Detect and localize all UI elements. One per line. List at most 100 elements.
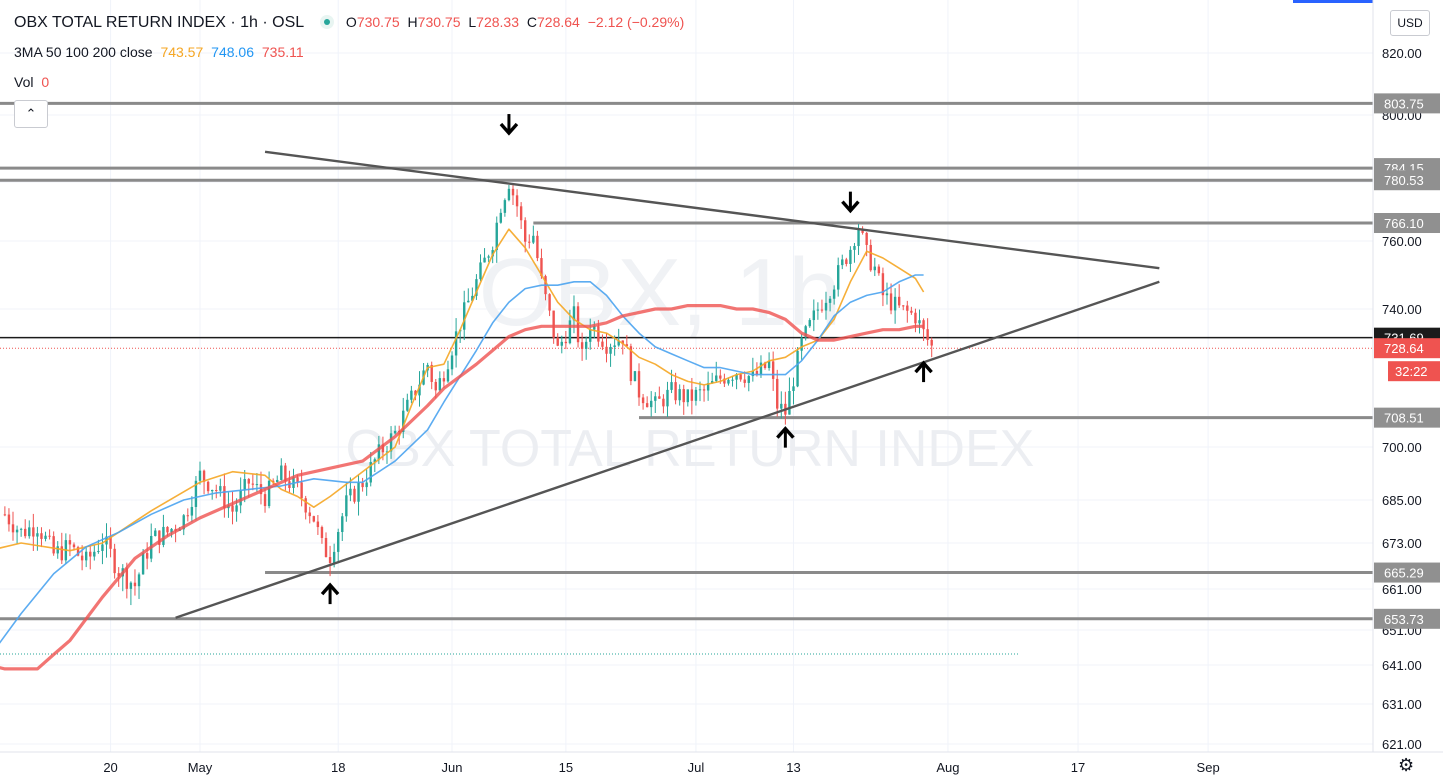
candle: [670, 369, 673, 394]
candle: [68, 534, 72, 557]
ohlc-high-label: H: [407, 14, 418, 30]
candle: [735, 372, 738, 390]
candle: [471, 287, 474, 302]
collapse-legend-button[interactable]: ⌃: [14, 100, 48, 128]
candle: [36, 526, 39, 551]
candle: [605, 333, 608, 363]
arrow-down-icon: [499, 114, 519, 136]
candle: [507, 184, 511, 202]
candle: [210, 489, 214, 500]
y-tick-label: 621.00: [1382, 737, 1422, 752]
candle: [40, 527, 43, 548]
candle: [922, 318, 925, 342]
candle: [601, 334, 604, 351]
settings-gear-icon[interactable]: ⚙: [1398, 755, 1415, 775]
candle: [645, 396, 649, 408]
candle: [393, 425, 397, 435]
level-price-tag: [1374, 608, 1440, 629]
ma200-value: 735.11: [261, 44, 304, 60]
ohlc-change: −2.12 (−0.29%): [587, 14, 685, 30]
y-tick-label: 673.00: [1382, 536, 1422, 551]
watermark-symbol: OBX, 1h: [479, 239, 842, 346]
y-tick-label: 820.00: [1382, 46, 1422, 61]
candle: [528, 234, 531, 249]
arrow-down-icon: [841, 191, 860, 214]
candle: [353, 485, 356, 504]
x-tick-label: Jul: [688, 760, 705, 775]
candle: [337, 528, 340, 564]
candle: [438, 371, 442, 392]
last-price-tag: [1374, 338, 1440, 359]
candle: [28, 520, 31, 539]
candle: [251, 474, 255, 491]
candle: [247, 477, 250, 498]
candle: [292, 468, 295, 494]
x-tick-label: Aug: [936, 760, 959, 775]
ohlc-open-label: O: [345, 14, 357, 30]
candle: [536, 230, 539, 262]
level-price-tag: [1374, 170, 1440, 191]
candle: [792, 377, 795, 405]
candle: [584, 336, 588, 360]
y-tick-label: 631.00: [1382, 697, 1422, 712]
candle: [475, 274, 478, 300]
candle: [893, 288, 897, 324]
candle: [357, 474, 360, 516]
candle: [641, 393, 645, 410]
candle: [780, 391, 783, 419]
candle: [56, 541, 59, 559]
trendline-support[interactable]: [175, 280, 1160, 619]
candle: [771, 351, 775, 391]
candle: [918, 309, 921, 334]
candle: [137, 572, 141, 599]
ma-line-ma200[interactable]: [0, 304, 924, 671]
symbol-title[interactable]: OBX TOTAL RETURN INDEX · 1h · OSL: [14, 14, 305, 31]
last-price-label: 728.64: [1384, 341, 1424, 356]
candle: [694, 386, 698, 406]
candle: [710, 372, 714, 384]
candle: [219, 478, 222, 497]
ma100-value: 748.06: [211, 44, 254, 60]
candle: [580, 332, 584, 361]
candle: [182, 514, 185, 536]
level-price-tag: [1374, 407, 1440, 428]
level-price-label: 766.10: [1384, 216, 1424, 231]
level-price-label: 653.73: [1384, 612, 1424, 627]
candle: [276, 475, 279, 483]
candle: [743, 371, 746, 388]
volume-legend[interactable]: Vol 0: [14, 74, 53, 90]
ma-legend[interactable]: 3MA 50 100 200 close 743.57 748.06 735.1…: [14, 44, 308, 60]
candle: [885, 282, 889, 305]
candle: [564, 330, 568, 350]
candle: [906, 300, 909, 323]
candle: [288, 470, 291, 493]
candle: [320, 525, 324, 544]
trendline-resistance[interactable]: [264, 150, 1160, 270]
y-tick-label: 685.00: [1382, 493, 1422, 508]
level-price-label: 708.51: [1384, 411, 1424, 426]
grid: [0, 0, 1373, 752]
candle: [44, 531, 47, 542]
candle: [52, 531, 55, 556]
y-tick-label: 740.00: [1382, 302, 1422, 317]
y-tick-label: 760.00: [1382, 234, 1422, 249]
candle: [406, 393, 409, 412]
candle: [877, 264, 881, 276]
candle: [926, 318, 929, 346]
candle: [3, 506, 7, 517]
candle: [312, 515, 316, 523]
candle: [706, 371, 710, 401]
level-price-tag: [1374, 213, 1440, 234]
horizontal-levels: [0, 101, 1373, 655]
vol-label: Vol: [14, 74, 34, 90]
candle: [731, 375, 734, 387]
candle: [739, 373, 742, 382]
candle: [841, 254, 844, 270]
currency-button[interactable]: USD: [1390, 10, 1430, 36]
candle: [914, 308, 917, 333]
ma-line-ma100[interactable]: [0, 274, 924, 704]
candle: [617, 328, 620, 347]
ma-line-ma50[interactable]: [0, 228, 925, 651]
candle: [589, 318, 592, 350]
